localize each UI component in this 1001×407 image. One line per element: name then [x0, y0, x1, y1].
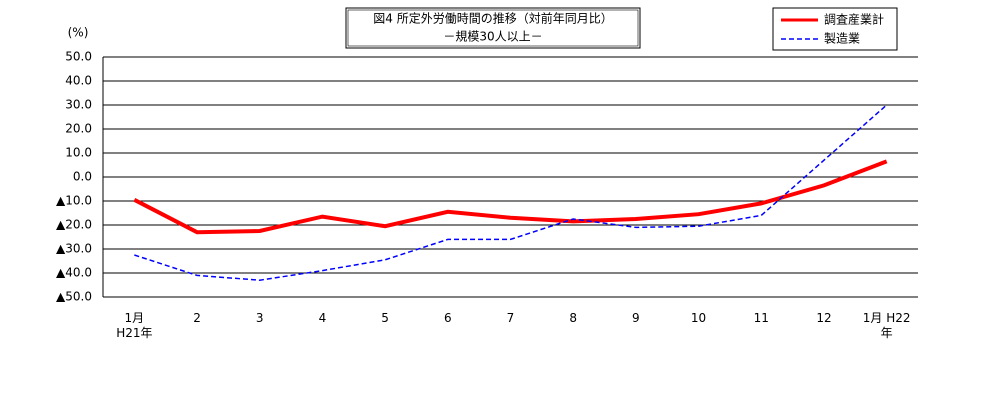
- x-tick-label: 10: [690, 311, 707, 325]
- series-line: [133, 159, 888, 235]
- chart-title: 図4 所定外労働時間の推移（対前年同月比）: [373, 11, 612, 26]
- x-tick-label: 11: [753, 311, 769, 325]
- x-tick-label: 12: [816, 311, 832, 325]
- x-tick-label: 4: [318, 311, 327, 325]
- y-tick-label: 20.0: [65, 122, 92, 136]
- y-axis-label: (%): [68, 26, 89, 40]
- y-tick-label: 30.0: [65, 98, 92, 112]
- y-tick-label: 40.0: [65, 74, 92, 88]
- x-tick-label: 7: [506, 311, 515, 325]
- x-tick-label: 8: [569, 311, 577, 325]
- y-tick-label: ▲30.0: [56, 242, 92, 256]
- x-tick-label: 1月 H21年: [116, 311, 153, 340]
- title-box-inner: [347, 9, 639, 47]
- y-tick-label: 0.0: [73, 170, 92, 184]
- x-tick-label: 5: [381, 311, 389, 325]
- title-box: [345, 7, 641, 49]
- legend-label: 製造業: [824, 32, 860, 46]
- y-tick-label: ▲50.0: [56, 290, 92, 304]
- x-tick-label: 1月 H22 年: [862, 311, 911, 340]
- legend-box: [772, 7, 898, 51]
- x-tick-label: 9: [632, 311, 640, 325]
- y-tick-label: ▲20.0: [56, 218, 92, 232]
- x-tick-label: 3: [255, 311, 264, 325]
- series-line: [134, 104, 888, 281]
- y-tick-label: ▲10.0: [56, 194, 92, 208]
- legend-label: 調査産業計: [824, 12, 884, 27]
- y-tick-label: 50.0: [65, 50, 92, 64]
- y-tick-label: 10.0: [65, 146, 92, 160]
- x-tick-label: 6: [443, 311, 452, 325]
- y-tick-label: ▲40.0: [56, 266, 92, 280]
- chart-subtitle: －規模30人以上－: [443, 29, 542, 44]
- x-tick-label: 2: [193, 311, 201, 325]
